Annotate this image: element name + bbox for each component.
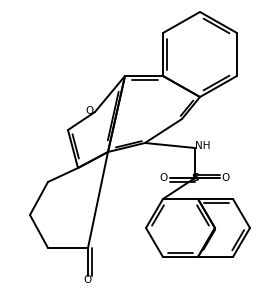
Text: O: O	[84, 275, 92, 285]
Text: O: O	[86, 106, 94, 116]
Text: O: O	[222, 173, 230, 183]
Text: NH: NH	[195, 141, 211, 151]
Text: S: S	[191, 173, 199, 183]
Text: O: O	[160, 173, 168, 183]
